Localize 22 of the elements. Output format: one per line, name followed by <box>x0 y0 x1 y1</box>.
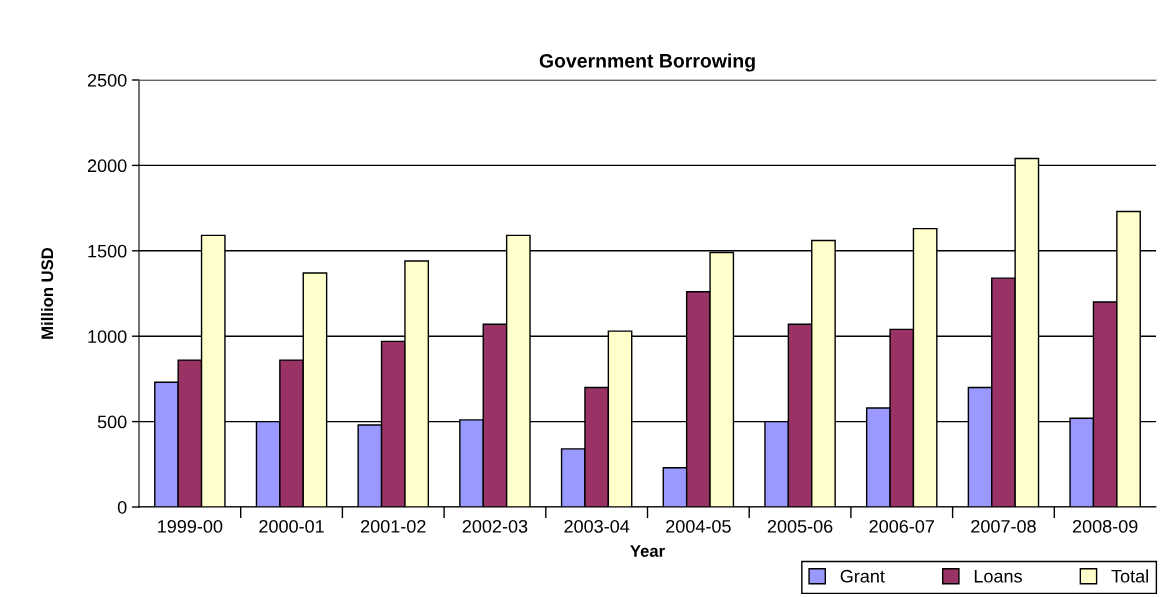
legend-label: Total <box>1111 569 1148 583</box>
x-tick-label: 2007-08 <box>971 519 1036 533</box>
x-tick-label: 2001-02 <box>361 519 426 533</box>
x-tick-label: 2008-09 <box>1072 519 1138 533</box>
legend-label: Grant <box>840 569 885 583</box>
legend-label: Loans <box>974 570 1022 583</box>
x-tick-label: 2000-01 <box>259 519 324 533</box>
y-tick-label: 2500 <box>87 73 127 87</box>
y-axis-title: Million USD <box>40 247 54 339</box>
x-tick-label: 2002-03 <box>462 519 528 533</box>
x-tick-label: 2003-04 <box>564 519 630 533</box>
y-tick-label: 1000 <box>88 330 127 343</box>
y-tick-label: 500 <box>97 415 127 429</box>
x-tick-label: 2006-07 <box>869 519 934 533</box>
x-tick-label: 1999-00 <box>158 519 223 533</box>
x-tick-label: 2005-06 <box>767 519 833 533</box>
chart-title: Government Borrowing <box>539 53 755 72</box>
y-tick-label: 2000 <box>87 159 127 173</box>
y-tick-label: 0 <box>117 500 127 514</box>
y-tick-label: 1500 <box>88 244 127 258</box>
x-axis-title: Year <box>630 545 665 557</box>
x-tick-label: 2004-05 <box>666 519 731 533</box>
